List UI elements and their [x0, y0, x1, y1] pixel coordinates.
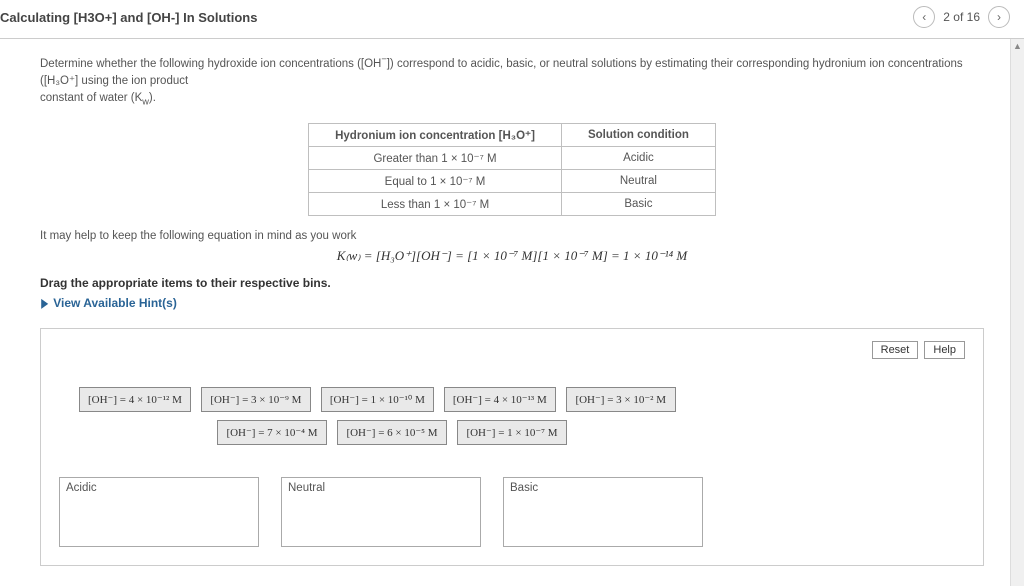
scrollbar[interactable]: ▲: [1010, 39, 1024, 586]
helper-note: It may help to keep the following equati…: [40, 230, 984, 242]
tile-oh-1[interactable]: [OH⁻] = 4 × 10⁻¹² M: [79, 387, 191, 412]
table-row: Greater than 1 × 10⁻⁷ M Acidic: [309, 147, 716, 170]
tile-row-2: [OH⁻] = 7 × 10⁻⁴ M [OH⁻] = 6 × 10⁻⁵ M [O…: [217, 420, 965, 445]
instruction-text: Determine whether the following hydroxid…: [40, 53, 984, 109]
instr-part-d: ).: [149, 92, 156, 104]
next-button[interactable]: ›: [988, 6, 1010, 28]
tile-row-1: [OH⁻] = 4 × 10⁻¹² M [OH⁻] = 3 × 10⁻⁹ M […: [79, 387, 965, 412]
table-header-condition: Solution condition: [561, 124, 715, 147]
page-nav: ‹ 2 of 16 ›: [913, 6, 1010, 28]
tile-oh-3[interactable]: [OH⁻] = 1 × 10⁻¹⁰ M: [321, 387, 434, 412]
bin-label-acidic: Acidic: [66, 482, 97, 494]
tile-oh-7[interactable]: [OH⁻] = 6 × 10⁻⁵ M: [337, 420, 447, 445]
cell-condition-0: Acidic: [561, 147, 715, 170]
instr-kw-sub: w: [142, 97, 149, 107]
scroll-up-icon[interactable]: ▲: [1011, 39, 1024, 53]
cell-hydronium-2: Less than 1 × 10⁻⁷ M: [309, 193, 562, 216]
instr-part-c: constant of water (K: [40, 92, 142, 104]
tile-oh-2[interactable]: [OH⁻] = 3 × 10⁻⁹ M: [201, 387, 311, 412]
bin-label-neutral: Neutral: [288, 482, 325, 494]
table-row: Equal to 1 × 10⁻⁷ M Neutral: [309, 170, 716, 193]
drop-bins: Acidic Neutral Basic: [59, 477, 965, 547]
tile-oh-5[interactable]: [OH⁻] = 3 × 10⁻² M: [566, 387, 676, 412]
work-area: Reset Help [OH⁻] = 4 × 10⁻¹² M [OH⁻] = 3…: [40, 328, 984, 566]
instr-part-a: Determine whether the following hydroxid…: [40, 58, 381, 70]
bin-acidic[interactable]: Acidic: [59, 477, 259, 547]
table-row: Less than 1 × 10⁻⁷ M Basic: [309, 193, 716, 216]
reset-button[interactable]: Reset: [872, 341, 919, 359]
tile-oh-6[interactable]: [OH⁻] = 7 × 10⁻⁴ M: [217, 420, 327, 445]
cell-hydronium-1: Equal to 1 × 10⁻⁷ M: [309, 170, 562, 193]
top-bar: Calculating [H3O+] and [OH-] In Solution…: [0, 0, 1024, 39]
page-title: Calculating [H3O+] and [OH-] In Solution…: [0, 10, 257, 25]
bin-label-basic: Basic: [510, 482, 538, 494]
cell-condition-1: Neutral: [561, 170, 715, 193]
hints-label: View Available Hint(s): [53, 296, 177, 310]
bin-neutral[interactable]: Neutral: [281, 477, 481, 547]
content-area: Determine whether the following hydroxid…: [0, 39, 1024, 586]
reference-table: Hydronium ion concentration [H₃O⁺] Solut…: [308, 123, 716, 216]
bin-basic[interactable]: Basic: [503, 477, 703, 547]
work-area-toolbar: Reset Help: [59, 341, 965, 359]
tile-oh-4[interactable]: [OH⁻] = 4 × 10⁻¹³ M: [444, 387, 556, 412]
tile-oh-8[interactable]: [OH⁻] = 1 × 10⁻⁷ M: [457, 420, 567, 445]
view-hints-link[interactable]: ▶ View Available Hint(s): [40, 296, 177, 310]
cell-hydronium-0: Greater than 1 × 10⁻⁷ M: [309, 147, 562, 170]
cell-condition-2: Basic: [561, 193, 715, 216]
help-button[interactable]: Help: [924, 341, 965, 359]
draggable-tiles: [OH⁻] = 4 × 10⁻¹² M [OH⁻] = 3 × 10⁻⁹ M […: [79, 387, 965, 445]
prev-button[interactable]: ‹: [913, 6, 935, 28]
kw-equation: K₍w₎ = [H₃O⁺][OH⁻] = [1 × 10⁻⁷ M][1 × 10…: [40, 248, 984, 264]
drag-instruction: Drag the appropriate items to their resp…: [40, 276, 984, 290]
table-header-hydronium: Hydronium ion concentration [H₃O⁺]: [309, 124, 562, 147]
page-indicator: 2 of 16: [943, 10, 980, 24]
caret-right-icon: ▶: [41, 296, 47, 310]
